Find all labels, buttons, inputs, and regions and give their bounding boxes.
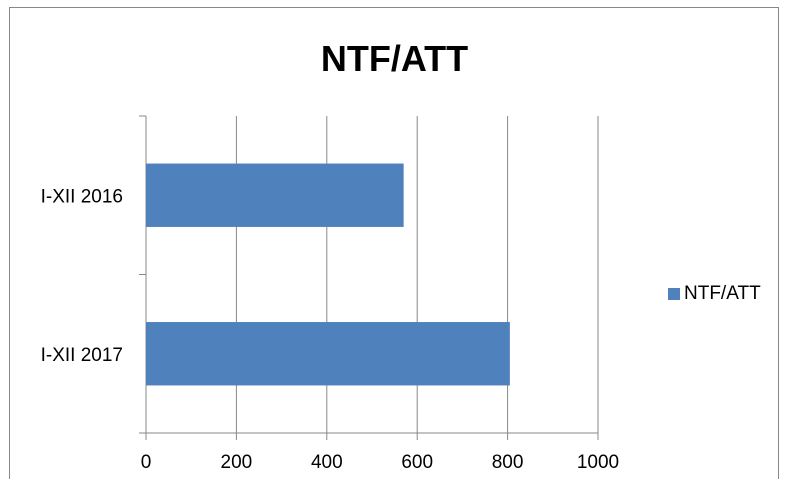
value-tick-label: 400 xyxy=(311,452,343,473)
chart-frame xyxy=(9,7,779,479)
legend: NTF/ATT xyxy=(668,283,761,305)
bar xyxy=(146,322,510,386)
value-tick-label: 600 xyxy=(401,452,433,473)
value-tick-label: 0 xyxy=(141,452,152,473)
legend-label: NTF/ATT xyxy=(684,283,761,304)
category-label: I-XII 2017 xyxy=(41,345,123,366)
value-tick-label: 1000 xyxy=(577,452,619,473)
bar xyxy=(146,163,404,227)
value-tick-label: 800 xyxy=(492,452,524,473)
category-label: I-XII 2016 xyxy=(41,186,123,207)
legend-swatch xyxy=(668,288,680,300)
value-tick-label: 200 xyxy=(221,452,253,473)
chart-title: NTF/ATT xyxy=(320,38,469,79)
